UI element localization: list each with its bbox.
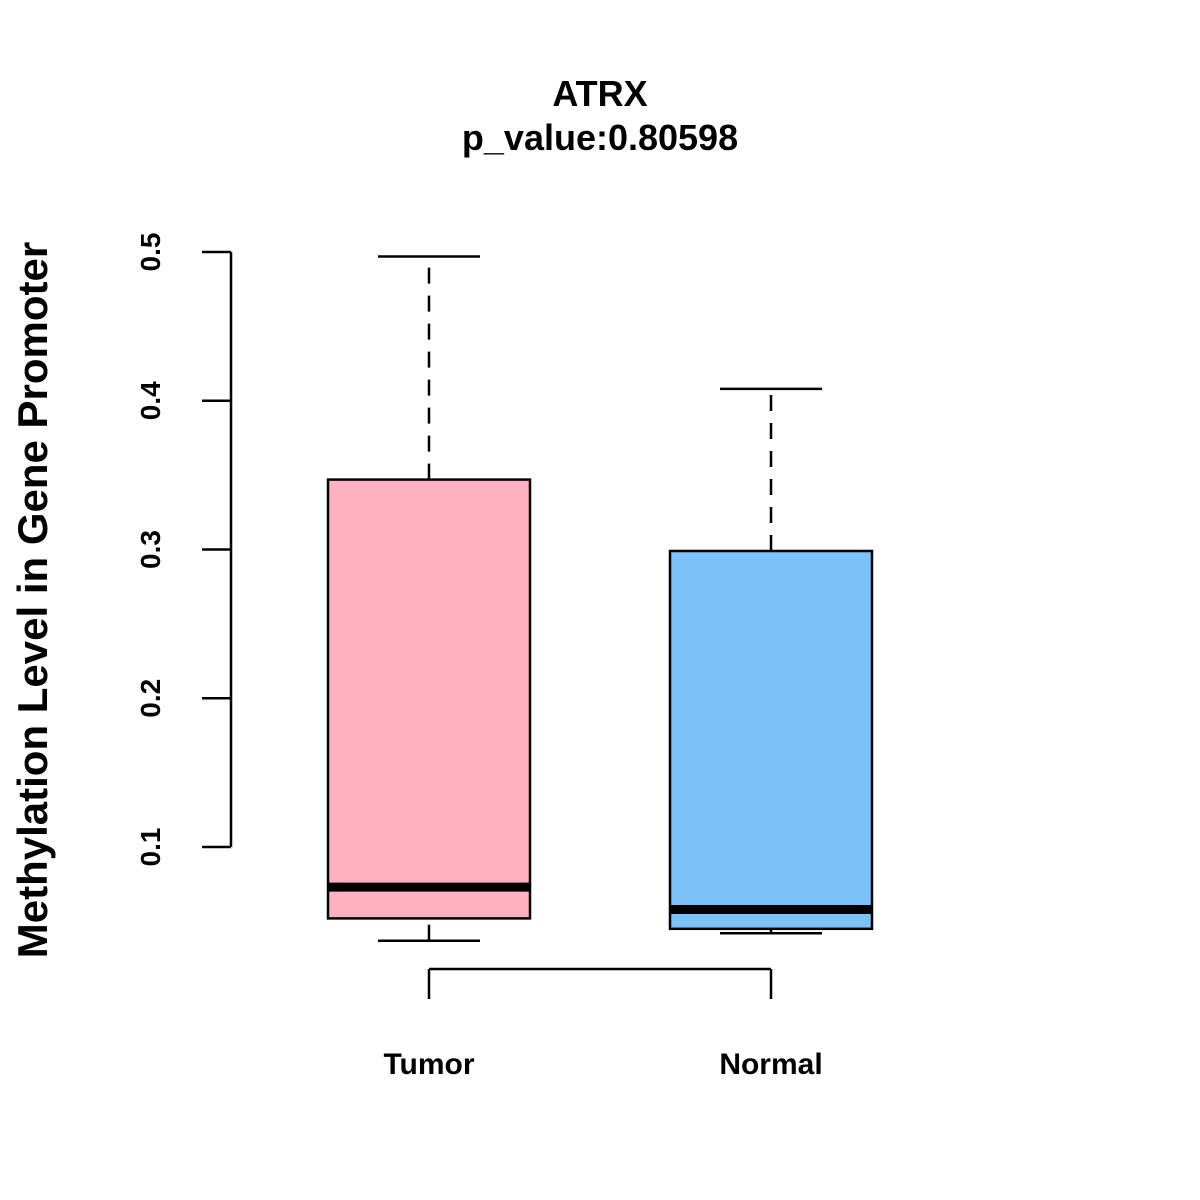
y-tick-label: 0.3 bbox=[135, 530, 166, 569]
box-rect bbox=[668, 549, 874, 931]
y-tick-label: 0.4 bbox=[135, 381, 166, 420]
y-axis: 0.1 0.2 0.3 0.4 0.5 bbox=[135, 233, 233, 867]
y-tick-label: 0.1 bbox=[135, 828, 166, 867]
x-tick-label: Normal bbox=[719, 1048, 822, 1081]
box-normal bbox=[668, 387, 874, 935]
x-axis: Tumor Normal bbox=[383, 967, 823, 1081]
boxes bbox=[326, 255, 874, 942]
chart-title: ATRX bbox=[552, 73, 647, 114]
y-tick-label: 0.2 bbox=[135, 679, 166, 718]
y-axis-label: Methylation Level in Gene Promoter bbox=[9, 242, 56, 958]
box-tumor bbox=[326, 255, 532, 942]
chart-subtitle: p_value:0.80598 bbox=[462, 117, 738, 158]
box-rect bbox=[326, 478, 532, 920]
x-tick-label: Tumor bbox=[383, 1048, 474, 1081]
y-tick-label: 0.5 bbox=[135, 233, 166, 272]
